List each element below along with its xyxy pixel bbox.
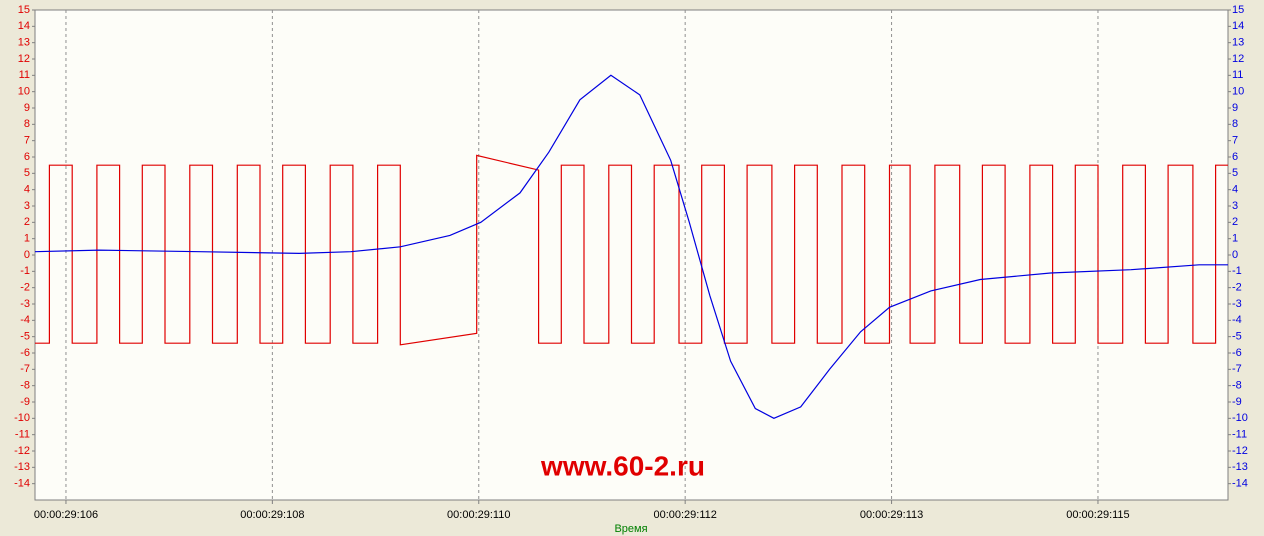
- y-tick-label: -2: [20, 282, 30, 294]
- x-tick-label: 00:00:29:106: [34, 509, 98, 521]
- y-tick-label: 15: [18, 4, 30, 16]
- y-tick-label: 8: [24, 118, 30, 130]
- y-tick-label: 10: [18, 86, 30, 98]
- y2-tick-label: 0: [1232, 249, 1238, 261]
- y-tick-label: 12: [18, 53, 30, 65]
- y-tick-label: 7: [24, 135, 30, 147]
- y-tick-label: 0: [24, 249, 30, 261]
- y2-tick-label: 8: [1232, 118, 1238, 130]
- y2-tick-label: 3: [1232, 200, 1238, 212]
- y2-tick-label: -10: [1232, 412, 1248, 424]
- y-tick-label: -4: [20, 314, 30, 326]
- y2-tick-label: -8: [1232, 380, 1242, 392]
- annotation: www.60-2.ru: [540, 450, 705, 481]
- y2-tick-label: 11: [1232, 69, 1243, 81]
- x-tick-label: 00:00:29:110: [447, 509, 510, 521]
- y2-tick-label: -9: [1232, 396, 1242, 408]
- y-tick-label: -7: [20, 363, 30, 375]
- y-tick-label: -3: [20, 298, 30, 310]
- y2-tick-label: -1: [1232, 265, 1242, 277]
- y-tick-label: 5: [24, 167, 30, 179]
- y2-tick-label: 7: [1232, 135, 1238, 147]
- x-axis-label: Время: [614, 523, 647, 535]
- y2-tick-label: -5: [1232, 331, 1242, 343]
- y-tick-label: -14: [14, 478, 30, 490]
- y-tick-label: -13: [14, 461, 30, 473]
- y2-tick-label: 13: [1232, 37, 1244, 49]
- y-tick-label: -9: [20, 396, 30, 408]
- y-tick-label: 6: [24, 151, 30, 163]
- y2-tick-label: -6: [1232, 347, 1242, 359]
- y-tick-label: 2: [24, 216, 30, 228]
- y-tick-label: 9: [24, 102, 30, 114]
- y-tick-label: -1: [20, 265, 30, 277]
- y2-tick-label: 1: [1232, 233, 1238, 245]
- y2-tick-label: 5: [1232, 167, 1238, 179]
- y2-tick-label: -11: [1232, 429, 1247, 441]
- y2-tick-label: 2: [1232, 216, 1238, 228]
- y-tick-label: 11: [19, 69, 30, 81]
- y2-tick-label: 14: [1232, 20, 1244, 32]
- x-tick-label: 00:00:29:112: [653, 509, 716, 521]
- x-tick-label: 00:00:29:115: [1066, 509, 1129, 521]
- y-tick-label: 3: [24, 200, 30, 212]
- x-tick-label: 00:00:29:108: [240, 509, 304, 521]
- y2-tick-label: 4: [1232, 184, 1238, 196]
- y-tick-label: -12: [14, 445, 30, 457]
- y2-tick-label: -12: [1232, 445, 1248, 457]
- series-line: [34, 74, 1228, 419]
- y2-tick-label: 12: [1232, 53, 1244, 65]
- y-tick-label: -8: [20, 380, 30, 392]
- y-tick-label: -6: [20, 347, 30, 359]
- x-tick-label: 00:00:29:113: [860, 509, 923, 521]
- y-tick-label: -11: [15, 429, 30, 441]
- y2-tick-label: 10: [1232, 86, 1244, 98]
- y-tick-label: -5: [20, 331, 30, 343]
- y-tick-label: 14: [18, 20, 30, 32]
- y2-tick-label: 9: [1232, 102, 1238, 114]
- y-tick-label: 1: [24, 233, 30, 245]
- y2-tick-label: -7: [1232, 363, 1242, 375]
- y2-tick-label: -13: [1232, 461, 1248, 473]
- y2-tick-label: -3: [1232, 298, 1242, 310]
- y-tick-label: 4: [24, 184, 30, 196]
- series-line: [35, 154, 1228, 346]
- y-tick-label: 13: [18, 37, 30, 49]
- y2-tick-label: 15: [1232, 4, 1244, 16]
- y2-tick-label: 6: [1232, 151, 1238, 163]
- y-tick-label: -10: [14, 412, 30, 424]
- y2-tick-label: -4: [1232, 314, 1242, 326]
- y2-tick-label: -2: [1232, 282, 1242, 294]
- y2-tick-label: -14: [1232, 478, 1248, 490]
